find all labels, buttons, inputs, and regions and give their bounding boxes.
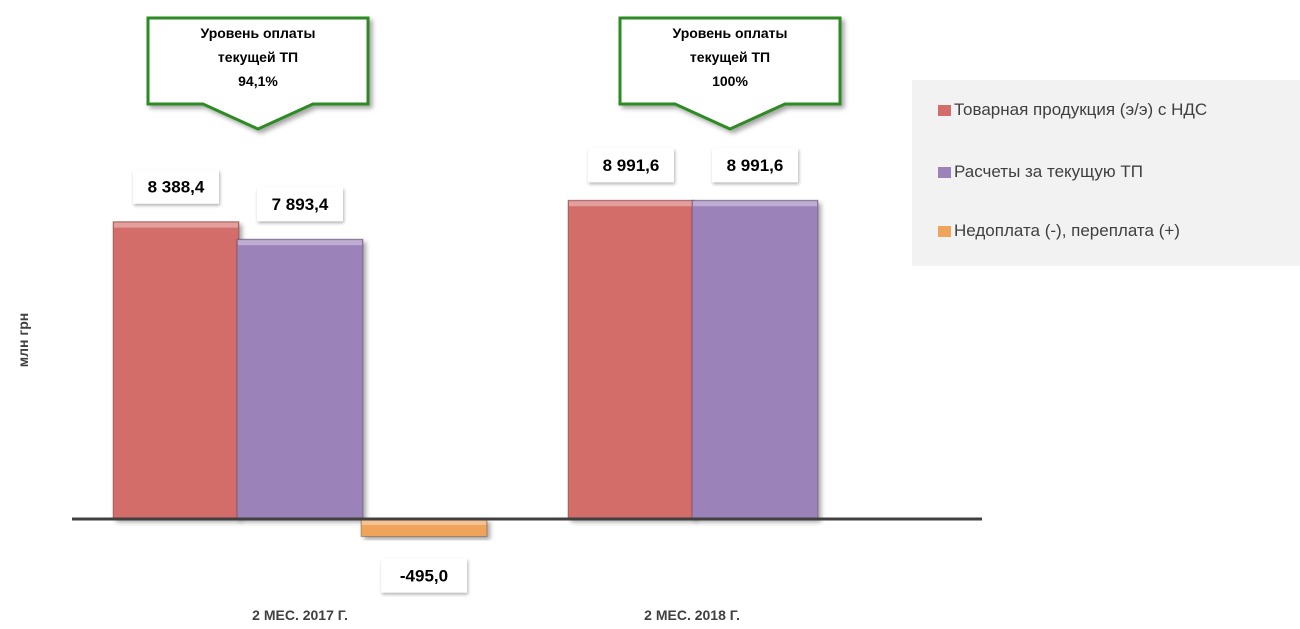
legend-item-payments: Расчеты за текущую ТП [938,162,1143,182]
callouts-layer: Уровень оплаты текущей ТП 94,1% Уровень опл… [146,16,842,131]
x-tick-label: 2 МЕС. 2017 Г. [252,607,348,623]
data-label: 8 388,4 [148,178,205,197]
data-label: 8 991,6 [603,156,660,175]
data-label: 7 893,4 [272,195,329,214]
callout-text-line: текущей ТП [690,49,770,65]
legend: Товарная продукция (э/э) с НДС Расчеты з… [912,80,1300,266]
callout-text-line: Уровень оплаты [673,25,788,41]
bar-highlight [114,222,238,228]
data-label-box [257,187,343,222]
data-label-box [381,558,467,593]
bars-layer [112,199,819,538]
data-label-box [588,148,674,183]
data-label: -495,0 [400,567,448,586]
bar-highlight [362,520,486,525]
data-label: 8 991,6 [727,156,784,175]
legend-swatch-orange [938,225,951,237]
callout-bubble [618,16,842,131]
y-axis-label-text: млн грн [15,312,31,368]
data-label-box [133,169,219,204]
bar-2-1 [236,238,364,520]
legend-label: Товарная продукция (э/э) с НДС [954,100,1208,119]
bar-1-2 [567,199,695,520]
x-tick-labels: 2 МЕС. 2017 Г. 2 МЕС. 2018 Г. [252,607,740,623]
callout-text-line: 94,1% [238,73,278,89]
bar-highlight [693,201,817,207]
legend-item-commodity-output: Товарная продукция (э/э) с НДС [938,100,1207,120]
y-axis-label: млн грн [3,300,43,380]
bar-highlight [569,201,693,207]
bar-highlight [238,240,362,246]
data-labels-layer: 8 388,4 7 893,4 -495,0 8 991,6 8 991,6 [133,148,798,593]
callout-bubble [146,16,370,131]
callout-text-line: текущей ТП [218,49,298,65]
callout-text-line: 100% [712,73,748,89]
bar-1-1 [112,221,240,520]
x-tick-label: 2 МЕС. 2018 Г. [644,607,740,623]
bar-2-2 [691,199,819,520]
legend-label: Недоплата (-), переплата (+) [954,221,1180,240]
legend-item-underpayment: Недоплата (-), переплата (+) [938,221,1180,241]
legend-label: Расчеты за текущую ТП [954,162,1143,181]
data-label-box [712,148,798,183]
callout-text-line: Уровень оплаты [201,25,316,41]
legend-swatch-red [938,104,951,116]
legend-swatch-purple [938,166,951,178]
